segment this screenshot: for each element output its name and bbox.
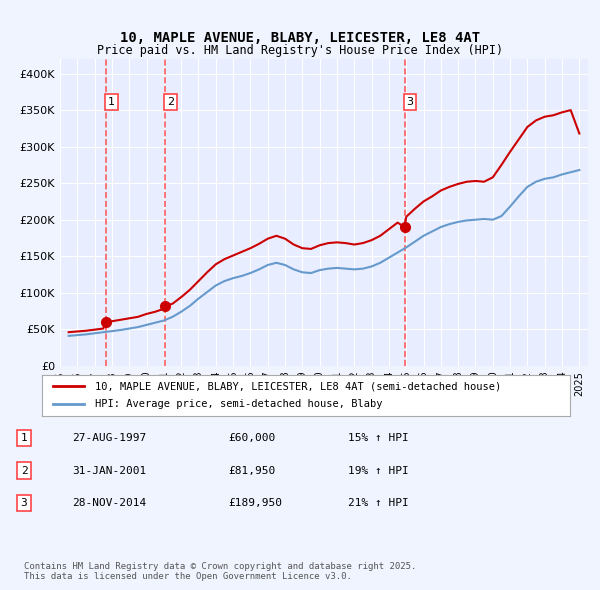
Text: 19% ↑ HPI: 19% ↑ HPI: [348, 466, 409, 476]
Text: 10, MAPLE AVENUE, BLABY, LEICESTER, LE8 4AT: 10, MAPLE AVENUE, BLABY, LEICESTER, LE8 …: [120, 31, 480, 45]
Text: 31-JAN-2001: 31-JAN-2001: [72, 466, 146, 476]
Text: 10, MAPLE AVENUE, BLABY, LEICESTER, LE8 4AT (semi-detached house): 10, MAPLE AVENUE, BLABY, LEICESTER, LE8 …: [95, 381, 501, 391]
Text: 2: 2: [20, 466, 28, 476]
Text: 1: 1: [20, 433, 28, 443]
Text: 1: 1: [108, 97, 115, 107]
Text: 21% ↑ HPI: 21% ↑ HPI: [348, 498, 409, 508]
Text: Contains HM Land Registry data © Crown copyright and database right 2025.
This d: Contains HM Land Registry data © Crown c…: [24, 562, 416, 581]
Text: Price paid vs. HM Land Registry's House Price Index (HPI): Price paid vs. HM Land Registry's House …: [97, 44, 503, 57]
Text: 2: 2: [167, 97, 174, 107]
Text: 3: 3: [406, 97, 413, 107]
Text: £60,000: £60,000: [228, 433, 275, 443]
Text: 3: 3: [20, 498, 28, 508]
Text: £81,950: £81,950: [228, 466, 275, 476]
Text: 28-NOV-2014: 28-NOV-2014: [72, 498, 146, 508]
Text: 15% ↑ HPI: 15% ↑ HPI: [348, 433, 409, 443]
Text: £189,950: £189,950: [228, 498, 282, 508]
Text: 27-AUG-1997: 27-AUG-1997: [72, 433, 146, 443]
Text: HPI: Average price, semi-detached house, Blaby: HPI: Average price, semi-detached house,…: [95, 399, 382, 409]
